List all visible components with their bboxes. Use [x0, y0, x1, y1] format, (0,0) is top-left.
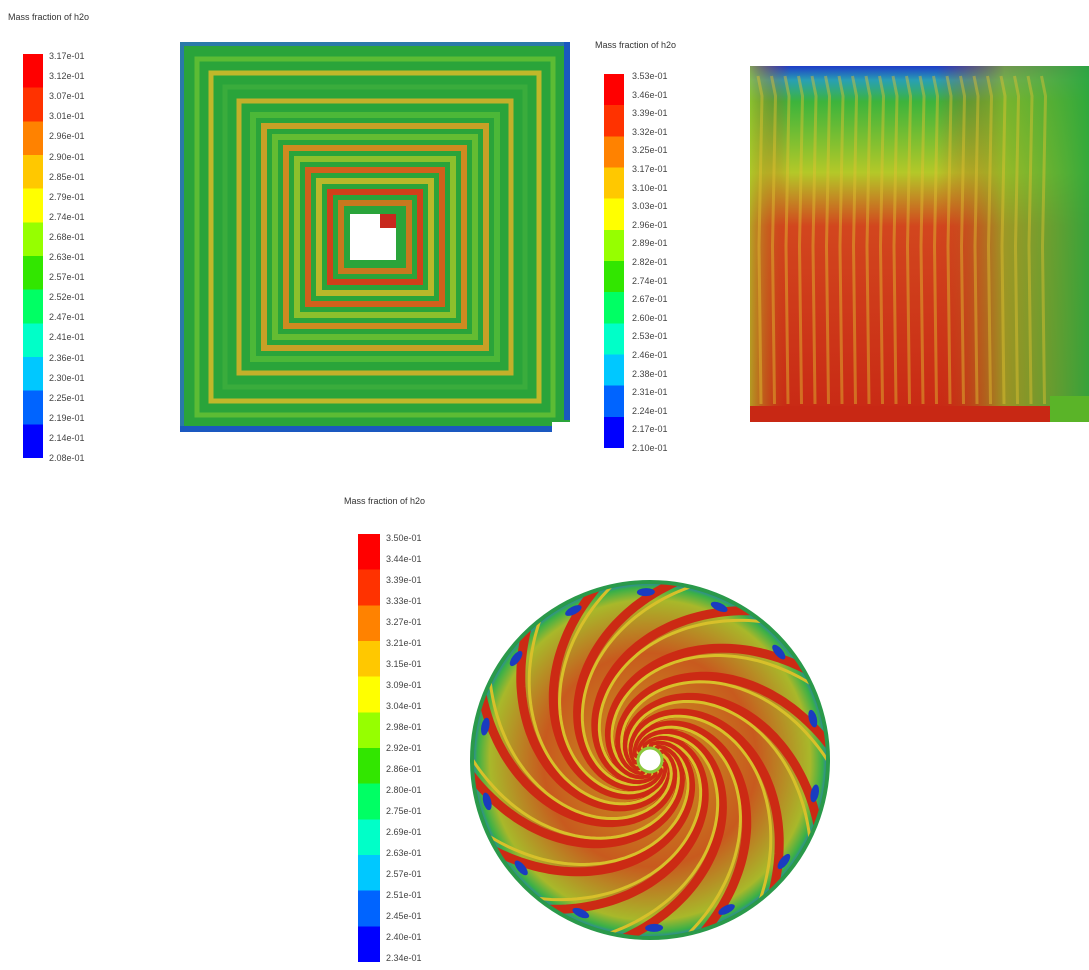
circular-spiral-contour [470, 580, 830, 940]
colorbar-tick-label: 2.34e-01 [386, 953, 422, 963]
colorbar-tick-label: 2.85e-01 [49, 171, 85, 182]
colorbar-tick-label: 2.36e-01 [49, 352, 85, 363]
colorbar-tick-label: 2.24e-01 [632, 405, 668, 416]
colorbar-tick-label: 3.01e-01 [49, 111, 85, 122]
cross-section-contour [750, 66, 1089, 422]
colorbar-tick-label: 2.80e-01 [386, 785, 422, 795]
colorbar-tick-label: 3.04e-01 [386, 701, 422, 711]
colorbar-tick-label: 2.60e-01 [632, 312, 668, 323]
colorbar-tick-label: 2.74e-01 [632, 275, 668, 286]
colorbar-tick-label: 2.68e-01 [49, 231, 85, 242]
circle-center-hole [636, 746, 664, 774]
colorbar-tick-label: 3.12e-01 [49, 71, 85, 82]
square-spiral-contour [180, 42, 570, 432]
colorbar-tick-label: 3.03e-01 [632, 201, 668, 212]
colorbar-tick-label: 2.41e-01 [49, 332, 85, 343]
colorbar-tick-label: 3.17e-01 [632, 164, 668, 174]
colorbar-tick-label: 2.38e-01 [632, 368, 668, 379]
colorbar-tick-label: 2.79e-01 [49, 191, 85, 202]
colorbar-tick-label: 2.40e-01 [386, 932, 422, 942]
colorbar-tick-label: 2.19e-01 [49, 412, 85, 423]
colorbar-square [23, 54, 43, 458]
colorbar-tick-label: 2.17e-01 [632, 424, 668, 435]
colorbar-tick-label: 2.10e-01 [632, 443, 668, 453]
colorbar-tick-label: 3.33e-01 [386, 596, 422, 606]
colorbar-tick-label: 2.51e-01 [386, 890, 422, 900]
colorbar-tick-label: 3.46e-01 [632, 89, 668, 100]
colorbar-tick-label: 2.63e-01 [49, 252, 85, 262]
colorbar-tick-label: 3.17e-01 [49, 51, 85, 61]
colorbar-tick-label: 2.75e-01 [386, 806, 422, 816]
legend-title-section: Mass fraction of h2o [595, 40, 677, 50]
colorbar-tick-label: 2.14e-01 [49, 432, 85, 443]
colorbar-tick-label: 2.96e-01 [49, 131, 85, 142]
colorbar-tick-label: 2.98e-01 [386, 722, 422, 732]
colorbar-tick-label: 2.92e-01 [386, 743, 422, 753]
colorbar-tick-label: 2.57e-01 [49, 272, 85, 283]
colorbar-tick-label: 2.67e-01 [632, 294, 668, 305]
colorbar-tick-label: 3.39e-01 [386, 575, 422, 585]
colorbar-tick-label: 2.46e-01 [632, 350, 668, 360]
colorbar-tick-label: 3.07e-01 [49, 91, 85, 102]
colorbar-tick-label: 3.27e-01 [386, 617, 422, 627]
colorbar-tick-label: 3.25e-01 [632, 145, 668, 156]
colorbar-tick-label: 2.31e-01 [632, 387, 668, 398]
colorbar-tick-label: 2.45e-01 [386, 911, 422, 921]
legend-title-circle: Mass fraction of h2o [344, 496, 426, 506]
colorbar-tick-label: 2.86e-01 [386, 764, 422, 774]
colorbar-tick-label: 2.53e-01 [632, 331, 668, 342]
colorbar-tick-label: 2.90e-01 [49, 151, 85, 162]
colorbar-tick-label: 2.69e-01 [386, 827, 422, 837]
colorbar-tick-label: 2.47e-01 [49, 312, 85, 323]
colorbar-tick-label: 3.53e-01 [632, 71, 668, 81]
colorbar-tick-label: 2.08e-01 [49, 453, 85, 463]
colorbar-tick-label: 3.39e-01 [632, 108, 668, 119]
colorbar-tick-label: 3.10e-01 [632, 182, 668, 193]
colorbar-tick-label: 3.32e-01 [632, 126, 668, 137]
colorbar-tick-label: 2.96e-01 [632, 219, 668, 230]
colorbar-tick-label: 2.57e-01 [386, 869, 422, 879]
legend-title-square: Mass fraction of h2o [8, 12, 90, 22]
colorbar-section [604, 74, 624, 448]
colorbar-tick-label: 2.74e-01 [49, 211, 85, 222]
colorbar-tick-label: 3.44e-01 [386, 554, 422, 564]
colorbar-circle [358, 534, 380, 962]
colorbar-tick-label: 2.52e-01 [49, 292, 85, 303]
colorbar-tick-label: 2.82e-01 [632, 257, 668, 267]
colorbar-tick-label: 2.89e-01 [632, 238, 668, 249]
colorbar-tick-label: 2.63e-01 [386, 848, 422, 858]
colorbar-tick-label: 2.25e-01 [49, 392, 85, 403]
colorbar-tick-label: 3.09e-01 [386, 680, 422, 690]
colorbar-tick-label: 3.21e-01 [386, 638, 422, 648]
colorbar-tick-label: 3.50e-01 [386, 533, 422, 543]
colorbar-tick-label: 3.15e-01 [386, 659, 422, 669]
colorbar-tick-label: 2.30e-01 [49, 372, 85, 383]
